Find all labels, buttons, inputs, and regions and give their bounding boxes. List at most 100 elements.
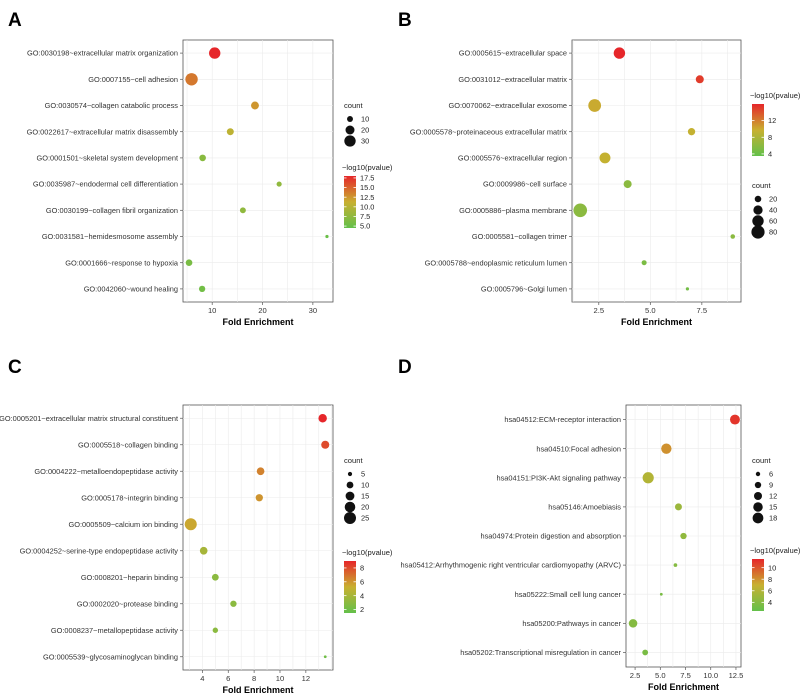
data-point bbox=[659, 592, 663, 596]
plot-area bbox=[182, 404, 334, 671]
color-legend: −log10(pvalue) 12 8 4 bbox=[750, 91, 800, 159]
size-legend-title: count bbox=[344, 456, 363, 465]
panel-d: D 2.5 5.0 7.5 10.0 12.5 Fold Enrichment hsa0451… bbox=[398, 357, 800, 692]
size-legend-label: 60 bbox=[769, 217, 777, 226]
data-point bbox=[730, 234, 736, 239]
x-tick-label: 6 bbox=[226, 674, 230, 683]
color-legend-label: 7.5 bbox=[360, 212, 370, 221]
size-legend-dot bbox=[754, 195, 762, 203]
category-label: GO:0005796~Golgi lumen bbox=[481, 285, 567, 294]
category-label: GO:0004222~metalloendopeptidase activity bbox=[34, 467, 178, 476]
color-legend-label: 2 bbox=[360, 605, 364, 614]
size-legend-dot bbox=[344, 135, 356, 147]
color-legend-label: 8 bbox=[768, 575, 772, 584]
size-legend-label: 6 bbox=[769, 470, 773, 479]
category-label: hsa04974:Protein digestion and absorptio… bbox=[480, 532, 621, 541]
size-legend-title: count bbox=[344, 101, 363, 110]
category-label: GO:0001666~response to hypoxia bbox=[65, 258, 179, 267]
size-legend-dot bbox=[347, 116, 353, 122]
panel-letter-a: A bbox=[8, 10, 22, 31]
size-legend-dot bbox=[753, 491, 763, 501]
category-label: GO:0030574~collagen catabolic process bbox=[45, 101, 179, 110]
data-point bbox=[198, 285, 206, 293]
x-tick-label: 2.5 bbox=[594, 306, 605, 315]
size-legend-label: 10 bbox=[361, 481, 369, 490]
data-point bbox=[185, 73, 198, 86]
category-label: GO:0005178~integrin binding bbox=[81, 493, 178, 502]
size-legend-label: 15 bbox=[769, 503, 777, 512]
x-axis-title: Fold Enrichment bbox=[648, 682, 719, 692]
size-legend-label: 5 bbox=[361, 470, 365, 479]
category-label: hsa04512:ECM-receptor interaction bbox=[504, 415, 621, 424]
category-label: GO:0070062~extracellular exosome bbox=[448, 101, 567, 110]
category-label: GO:0008201~heparin binding bbox=[81, 573, 178, 582]
data-point bbox=[184, 518, 197, 531]
size-legend-dot bbox=[753, 502, 763, 512]
size-legend-label: 40 bbox=[769, 206, 777, 215]
category-label: GO:0005509~calcium ion binding bbox=[69, 520, 179, 529]
data-point bbox=[599, 152, 611, 164]
color-legend-label: 10.0 bbox=[360, 202, 374, 211]
data-point bbox=[212, 627, 219, 633]
category-label: hsa05202:Transcriptional misregulation i… bbox=[460, 648, 621, 657]
color-legend-bar bbox=[752, 104, 764, 156]
color-legend-title: −log10(pvalue) bbox=[342, 163, 393, 172]
color-legend-title: −log10(pvalue) bbox=[750, 546, 800, 555]
data-point bbox=[255, 494, 263, 502]
color-legend-label: 12 bbox=[768, 116, 776, 125]
category-label: hsa05412:Arrhythmogenic right ventricula… bbox=[401, 561, 621, 570]
x-axis-title: Fold Enrichment bbox=[222, 317, 293, 327]
color-legend-label: 6 bbox=[768, 586, 772, 595]
x-tick-label: 10 bbox=[276, 674, 284, 683]
size-legend-dot bbox=[344, 512, 356, 524]
data-point bbox=[588, 99, 602, 112]
plot-area bbox=[571, 39, 742, 303]
category-label: GO:0004252~serine-type endopeptidase act… bbox=[20, 546, 179, 555]
data-point bbox=[209, 47, 221, 59]
size-legend-label: 9 bbox=[769, 481, 773, 490]
category-label: GO:0007155~cell adhesion bbox=[88, 75, 178, 84]
color-legend-title: −log10(pvalue) bbox=[750, 91, 800, 100]
x-tick-label: 5.0 bbox=[655, 671, 666, 680]
plot-area bbox=[182, 39, 334, 303]
x-tick-label: 7.5 bbox=[697, 306, 708, 315]
panel-letter-d: D bbox=[398, 357, 412, 378]
size-legend-label: 20 bbox=[769, 195, 777, 204]
size-legend-title: count bbox=[752, 181, 771, 190]
panel-letter-b: B bbox=[398, 10, 412, 31]
data-point bbox=[641, 260, 647, 266]
category-label: GO:0030199~collagen fibril organization bbox=[46, 206, 178, 215]
category-label: GO:0031012~extracellular matrix bbox=[458, 75, 567, 84]
category-label: GO:0042060~wound healing bbox=[84, 285, 178, 294]
data-point bbox=[226, 128, 234, 136]
size-legend: count 6 9 12 15 18 bbox=[752, 456, 777, 524]
x-tick-label: 2.5 bbox=[630, 671, 641, 680]
panel-c: C 4 6 8 10 12 Fold Enrichment GO:0005201~extrac… bbox=[0, 357, 393, 695]
category-label: GO:0009986~cell surface bbox=[483, 180, 567, 189]
color-legend-bar bbox=[344, 176, 356, 228]
size-legend-dot bbox=[347, 471, 353, 477]
color-legend-bar bbox=[344, 561, 356, 613]
size-legend-label: 12 bbox=[769, 492, 777, 501]
data-point bbox=[318, 414, 327, 423]
category-label: GO:0005886~plasma membrane bbox=[459, 206, 567, 215]
data-point bbox=[628, 619, 638, 628]
category-label: GO:0005581~collagen trimer bbox=[472, 232, 568, 241]
category-label: GO:0035987~endodermal cell differentiati… bbox=[33, 180, 178, 189]
size-legend-label: 18 bbox=[769, 514, 777, 523]
color-legend-label: 4 bbox=[360, 591, 364, 600]
data-point bbox=[276, 181, 282, 187]
data-point bbox=[199, 154, 206, 162]
category-label: GO:0008237~metallopeptidase activity bbox=[51, 626, 178, 635]
size-legend-dot bbox=[345, 491, 355, 501]
data-point bbox=[321, 440, 330, 449]
size-legend-label: 15 bbox=[361, 492, 369, 501]
size-legend-label: 30 bbox=[361, 137, 369, 146]
size-legend-label: 10 bbox=[361, 115, 369, 124]
size-legend-label: 25 bbox=[361, 514, 369, 523]
data-point bbox=[323, 655, 327, 659]
category-label: GO:0001501~skeletal system development bbox=[36, 154, 178, 163]
data-point bbox=[642, 649, 649, 656]
category-label: GO:0005201~extracellular matrix structur… bbox=[0, 414, 178, 423]
color-legend: −log10(pvalue) 10 8 6 4 bbox=[750, 546, 800, 611]
